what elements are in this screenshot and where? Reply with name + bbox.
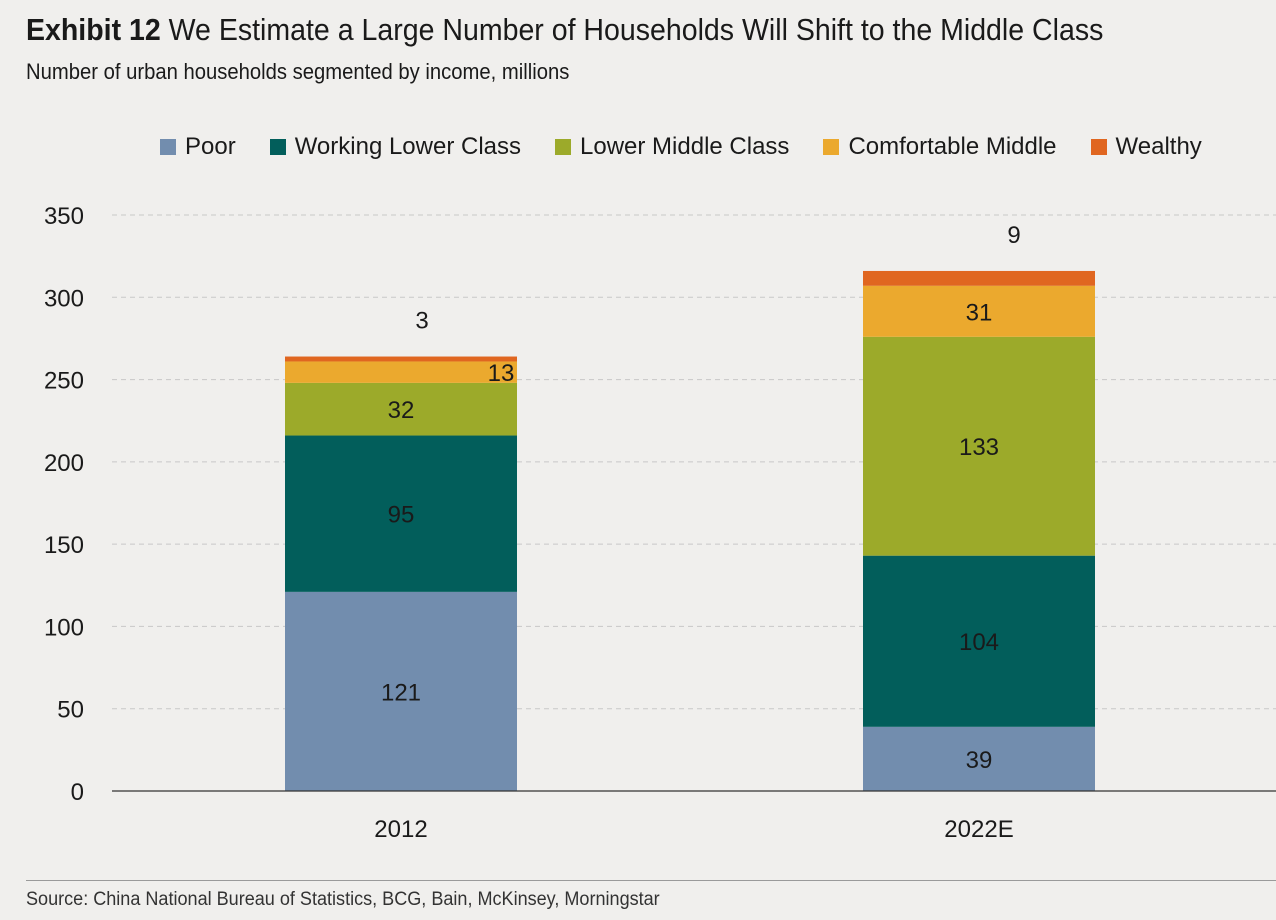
source-note: Source: China National Bureau of Statist… <box>26 889 660 910</box>
legend-item: Lower Middle Class <box>555 133 789 161</box>
y-tick-label: 100 <box>44 614 84 641</box>
bar-segment <box>285 382 517 436</box>
legend-item: Poor <box>160 133 236 161</box>
data-label: 133 <box>959 434 999 461</box>
y-tick-label: 200 <box>44 450 84 477</box>
legend-label: Comfortable Middle <box>848 133 1057 160</box>
bar-segment <box>285 591 517 791</box>
legend: Poor Working Lower Class Lower Middle Clas… <box>160 130 1202 164</box>
data-label: 9 <box>1007 222 1020 249</box>
legend-label: Working Lower Class <box>294 133 522 160</box>
legend-swatch <box>823 139 840 155</box>
y-tick-label: 0 <box>71 779 84 806</box>
y-tick-label: 300 <box>44 285 84 312</box>
legend-swatch <box>555 139 572 155</box>
legend-label: Lower Middle Class <box>580 133 790 160</box>
legend-item: Working Lower Class <box>269 133 522 161</box>
legend-label: Wealthy <box>1115 133 1202 160</box>
legend-swatch <box>269 139 286 155</box>
y-tick-label: 350 <box>44 203 84 230</box>
y-tick-label: 150 <box>44 532 84 559</box>
chart-title: Exhibit 12 We Estimate a Large Number of… <box>26 10 1103 50</box>
source-divider <box>26 880 1276 881</box>
bar-segment <box>285 435 517 592</box>
data-label: 95 <box>388 502 415 529</box>
x-tick-label: 2012 <box>374 816 427 843</box>
legend-swatch <box>1090 139 1107 155</box>
stacked-bar-chart: 0501001502002503003501219532133201239104… <box>44 203 1276 843</box>
y-tick-label: 250 <box>44 368 84 395</box>
data-label: 121 <box>381 679 421 706</box>
y-tick-label: 50 <box>57 697 84 724</box>
chart-subtitle: Number of urban households segmented by … <box>26 59 570 84</box>
data-label: 104 <box>959 629 999 656</box>
data-label: 32 <box>388 397 415 424</box>
legend-item: Comfortable Middle <box>823 133 1057 161</box>
bar-segment <box>863 726 1095 791</box>
bar-segment <box>863 555 1095 727</box>
legend-swatch <box>160 139 176 155</box>
bar-segment <box>863 285 1095 337</box>
legend-label: Poor <box>185 133 236 160</box>
bar-segment <box>863 336 1095 556</box>
x-tick-label: 2022E <box>944 816 1013 843</box>
exhibit-label: Exhibit 12 <box>26 12 161 47</box>
bar-segment <box>285 356 517 362</box>
data-label: 13 <box>488 360 515 387</box>
bar-segment <box>863 270 1095 286</box>
data-label: 39 <box>966 747 993 774</box>
legend-item: Wealthy <box>1090 133 1202 161</box>
bar-segment <box>285 361 517 383</box>
data-label: 31 <box>966 299 993 326</box>
data-label: 3 <box>415 308 428 335</box>
title-text: We Estimate a Large Number of Households… <box>168 12 1104 47</box>
